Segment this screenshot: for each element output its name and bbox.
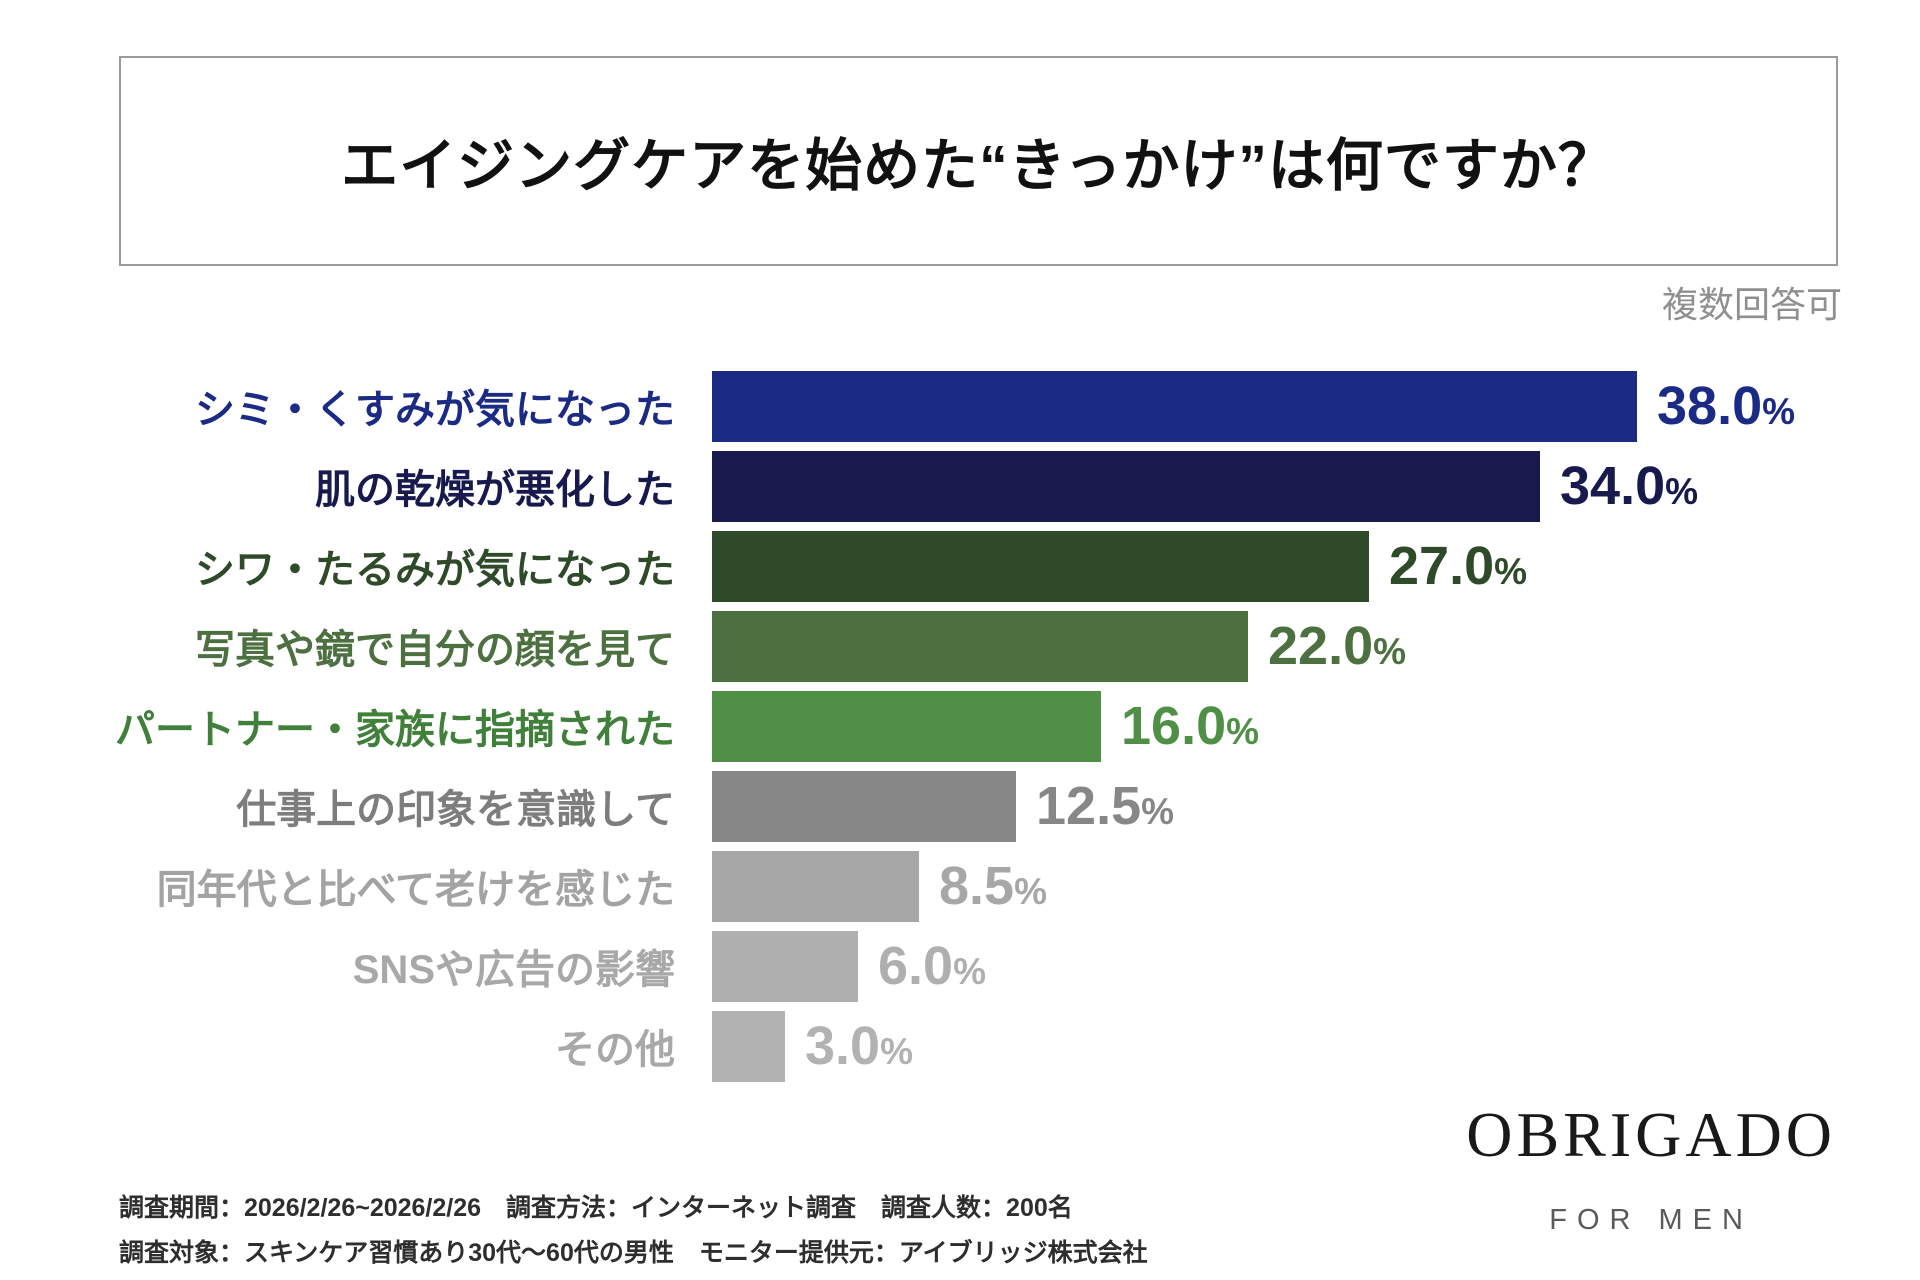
bar-label: 仕事上の印象を意識して: [236, 788, 675, 832]
bar-track: 8.5%: [712, 846, 1920, 926]
bar: [712, 690, 1101, 762]
chart-title-box: エイジングケアを始めた“きっかけ”は何ですか？: [119, 56, 1838, 266]
bar-value: 22.0%: [1268, 616, 1407, 676]
bar: [712, 370, 1637, 442]
chart-row: 同年代と比べて老けを感じた 8.5%: [0, 846, 1920, 926]
chart-row: パートナー・家族に指摘された 16.0%: [0, 686, 1920, 766]
survey-footnote: 調査期間：2026/2/26~2026/2/26 調査方法：インターネット調査 …: [119, 1186, 1148, 1276]
bar-label: 肌の乾燥が悪化した: [315, 468, 675, 512]
bar-label: 同年代と比べて老けを感じた: [156, 868, 675, 912]
multiple-answers-note: 複数回答可: [1661, 284, 1842, 325]
survey-footnote-line1: 調査期間：2026/2/26~2026/2/26 調査方法：インターネット調査 …: [119, 1194, 1073, 1222]
chart-row: 写真や鏡で自分の顔を見て 22.0%: [0, 606, 1920, 686]
bar-label: その他: [555, 1028, 675, 1072]
bar: [712, 530, 1369, 602]
bar: [712, 450, 1540, 522]
bar-track: 22.0%: [712, 606, 1920, 686]
bar-track: 3.0%: [712, 1006, 1920, 1086]
bar: [712, 610, 1248, 682]
bar-track: 34.0%: [712, 446, 1920, 526]
bar-track: 27.0%: [712, 526, 1920, 606]
survey-footnote-line2: 調査対象：スキンケア習慣あり30代〜60代の男性 モニター提供元：アイブリッジ株…: [119, 1239, 1148, 1267]
brand-tagline: FOR MEN: [1549, 1204, 1753, 1236]
bar: [712, 850, 919, 922]
bar-value: 38.0%: [1657, 376, 1796, 436]
bar-track: 12.5%: [712, 766, 1920, 846]
bar: [712, 770, 1016, 842]
bar-value: 34.0%: [1560, 456, 1699, 516]
bar-value: 8.5%: [939, 856, 1047, 916]
bar-label: シミ・くすみが気になった: [195, 388, 675, 432]
bar-track: 6.0%: [712, 926, 1920, 1006]
chart-row: シミ・くすみが気になった 38.0%: [0, 366, 1920, 446]
chart-row: 仕事上の印象を意識して 12.5%: [0, 766, 1920, 846]
brand-block: OBRIGADO FOR MEN: [1466, 1098, 1836, 1237]
bar-label: 写真や鏡で自分の顔を見て: [195, 628, 675, 672]
brand-logo: OBRIGADO: [1466, 1099, 1836, 1170]
bar-value: 6.0%: [878, 936, 986, 996]
bar-value: 12.5%: [1036, 776, 1175, 836]
bar-value: 3.0%: [805, 1016, 913, 1076]
chart-row: SNSや広告の影響 6.0%: [0, 926, 1920, 1006]
chart-title: エイジングケアを始めた“きっかけ”は何ですか？: [341, 134, 1616, 198]
bar-value: 16.0%: [1121, 696, 1260, 756]
bar-track: 38.0%: [712, 366, 1920, 446]
bar: [712, 1010, 785, 1082]
chart-row: シワ・たるみが気になった 27.0%: [0, 526, 1920, 606]
bar-label: パートナー・家族に指摘された: [115, 708, 675, 752]
chart-row: その他 3.0%: [0, 1006, 1920, 1086]
bar-value: 27.0%: [1389, 536, 1528, 596]
bar-label: SNSや広告の影響: [352, 948, 675, 992]
bar-chart: シミ・くすみが気になった 38.0% 肌の乾燥が悪化した 34.0% シワ・たるみが気に…: [0, 366, 1920, 1086]
bar-label: シワ・たるみが気になった: [195, 548, 675, 592]
chart-row: 肌の乾燥が悪化した 34.0%: [0, 446, 1920, 526]
bar: [712, 930, 858, 1002]
bar-track: 16.0%: [712, 686, 1920, 766]
